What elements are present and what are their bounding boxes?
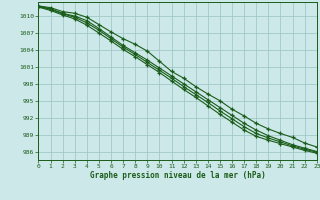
X-axis label: Graphe pression niveau de la mer (hPa): Graphe pression niveau de la mer (hPa) bbox=[90, 171, 266, 180]
